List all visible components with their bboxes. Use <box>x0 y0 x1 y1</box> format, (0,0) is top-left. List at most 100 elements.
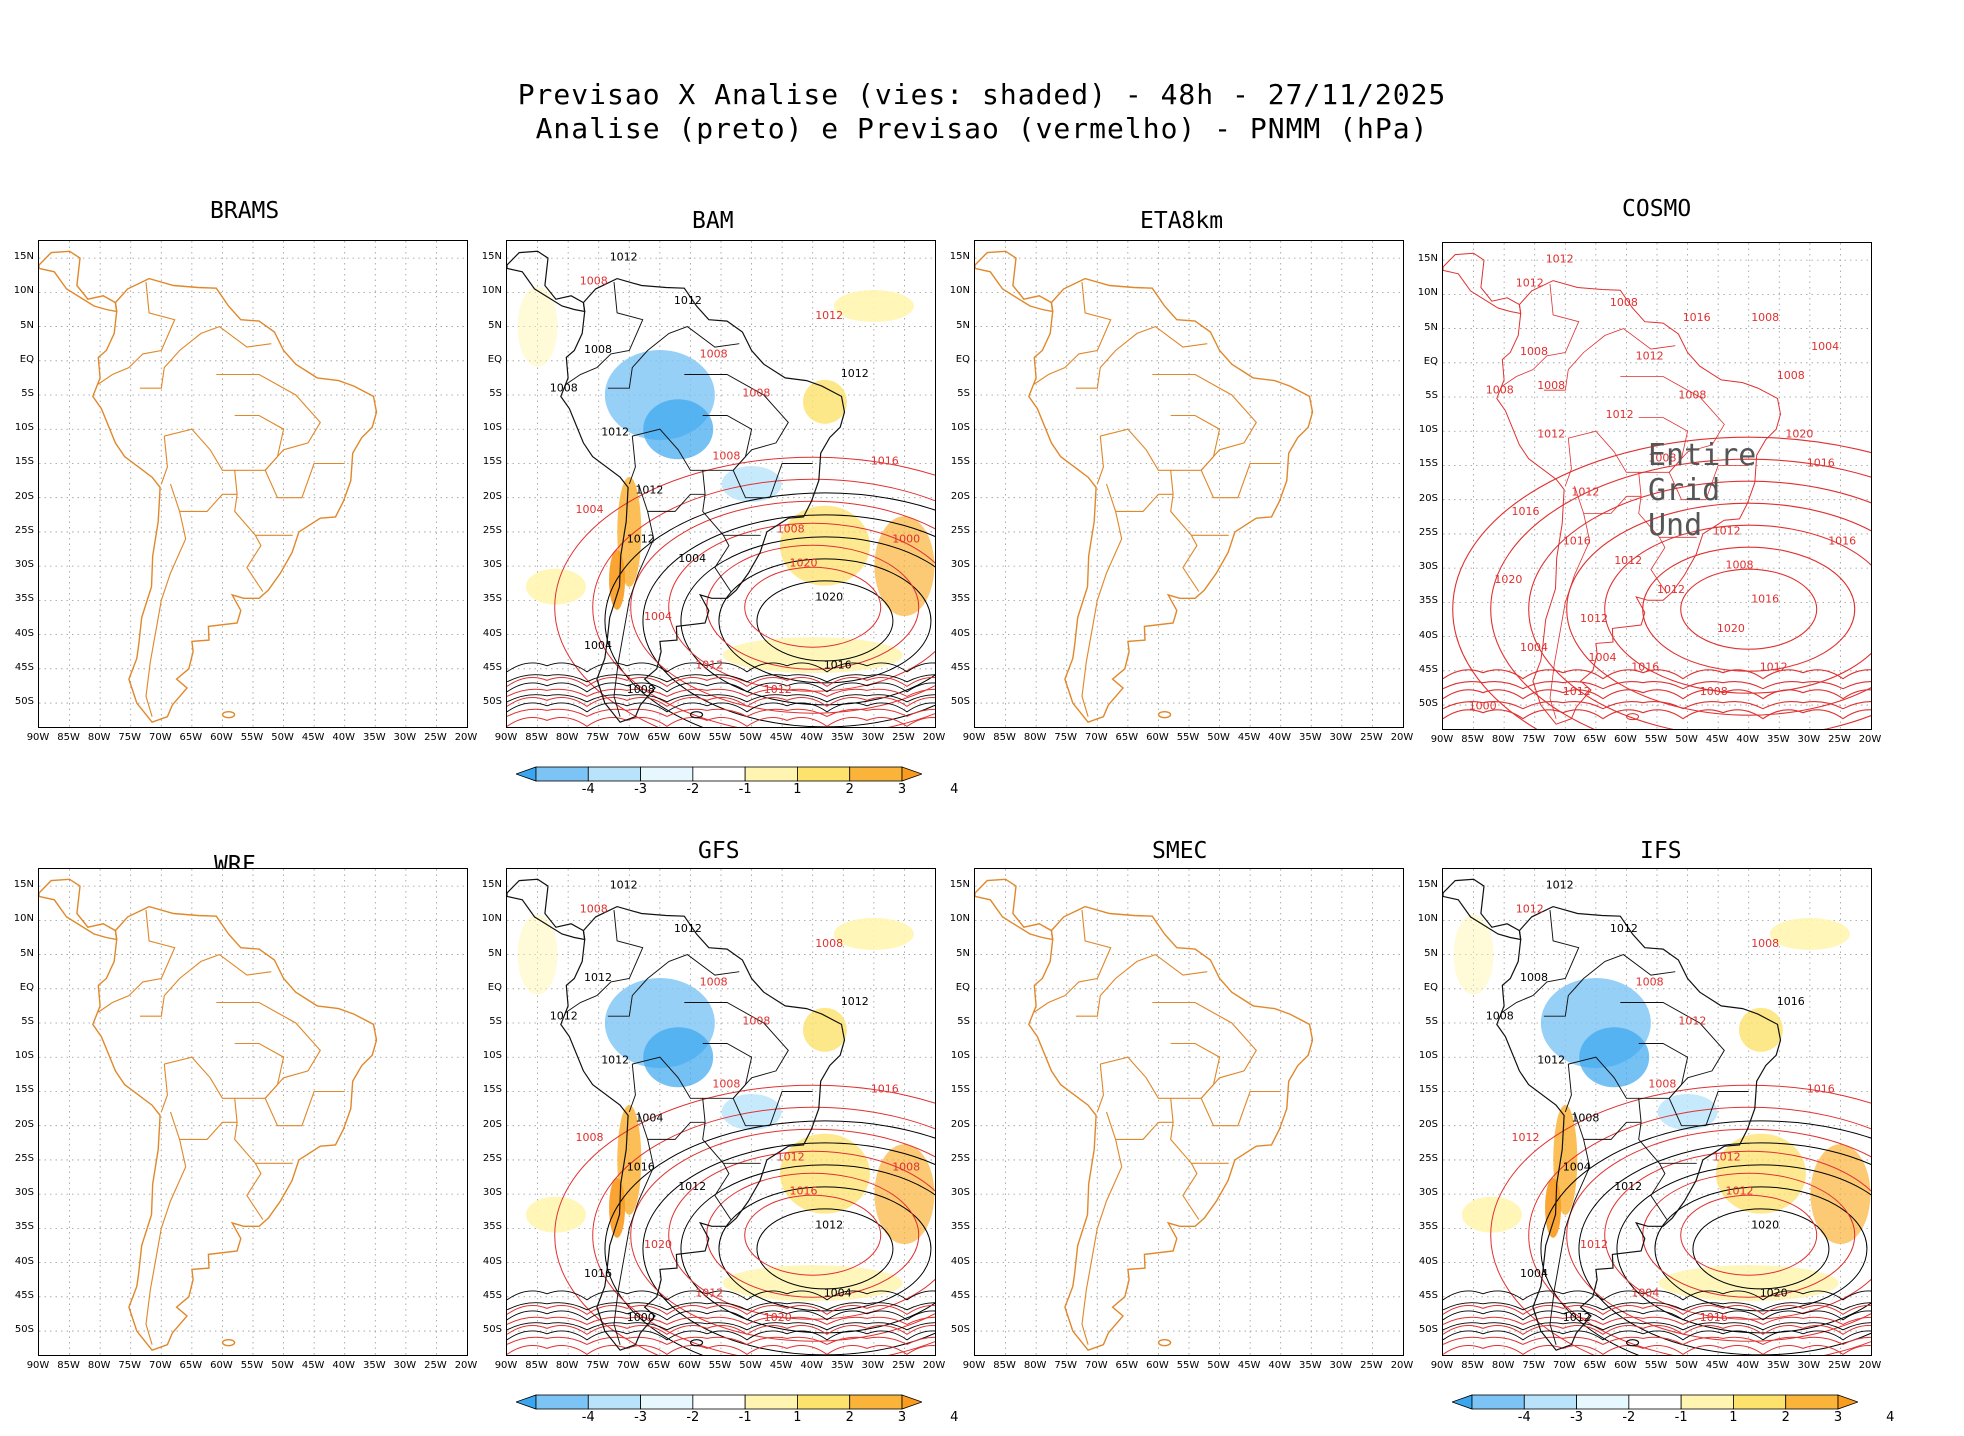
contour-label: 1012 <box>610 878 638 891</box>
lat-tick-label: 35S <box>482 1221 502 1233</box>
isobar <box>507 1316 935 1325</box>
lat-tick-label: 10S <box>14 1050 34 1062</box>
lon-tick-label: 50W <box>1207 1360 1230 1371</box>
isobar <box>507 1290 935 1301</box>
bias-shading <box>874 516 935 617</box>
lat-tick-label: 35S <box>14 593 34 605</box>
isobar <box>1443 1302 1871 1311</box>
contour-label: 1016 <box>1631 661 1659 674</box>
isobar <box>507 676 935 688</box>
colorbar-tick-label: 1 <box>1729 1410 1738 1425</box>
lon-tick-label: 85W <box>57 1360 80 1371</box>
lat-tick-label: 50S <box>482 1324 502 1336</box>
contour-label: 1008 <box>1636 976 1664 989</box>
lon-tick-label: 75W <box>586 1360 610 1371</box>
lon-tick-label: 45W <box>769 732 793 743</box>
bias-shading <box>525 1196 586 1233</box>
coastline <box>1443 878 1782 1351</box>
contour-label: 1004 <box>1589 651 1617 664</box>
lon-tick-label: 75W <box>1522 734 1546 745</box>
lat-tick-label: 35S <box>482 593 502 605</box>
isobar <box>1443 669 1871 680</box>
lon-tick-label: 70W <box>1084 1360 1108 1371</box>
bias-shading <box>802 379 847 424</box>
lon-tick-label: 45W <box>1237 1360 1261 1371</box>
contour-label: 1012 <box>1546 252 1574 265</box>
lat-tick-label: 40S <box>482 1255 502 1267</box>
isobar <box>642 1142 935 1355</box>
bias-shading <box>525 568 586 605</box>
contour-label: 1012 <box>584 971 612 984</box>
bias-shading <box>722 637 903 674</box>
lon-tick-label: 75W <box>118 1360 142 1371</box>
bias-shading <box>517 286 558 367</box>
lon-tick-label: 65W <box>179 732 203 743</box>
contour-label: 1008 <box>712 450 740 463</box>
lon-tick-label: 40W <box>1736 1360 1760 1371</box>
lat-tick-label: 30S <box>482 1187 502 1199</box>
lat-tick-label: 5N <box>956 947 970 959</box>
contour-label: 1020 <box>1717 622 1745 635</box>
lat-tick-label: 5S <box>1425 1016 1438 1027</box>
lat-tick-label: 25S <box>1418 1152 1438 1164</box>
lat-tick-label: 10S <box>482 1050 502 1062</box>
lat-tick-label: 40S <box>14 1255 34 1267</box>
map-frame: 1012 1012 1012 1008 1008 1008 1008 1012 1016 1016… <box>1442 868 1872 1356</box>
contour-label: 1012 <box>1537 1053 1565 1066</box>
lat-tick-label: 20S <box>950 1118 970 1130</box>
isobar <box>507 694 935 703</box>
lat-tick-label: 45S <box>482 1289 502 1301</box>
lon-tick-label: 85W <box>1461 734 1484 745</box>
lon-tick-label: 50W <box>271 732 294 743</box>
lat-tick-label: 50S <box>950 1324 970 1336</box>
contour-label: 1012 <box>764 683 792 696</box>
colorbar-tick-label: 3 <box>897 782 907 797</box>
contour-label: 1020 <box>644 1238 672 1251</box>
contour-label: 1012 <box>678 1180 706 1193</box>
lon-tick-label: 50W <box>1675 734 1698 745</box>
isobar <box>592 1106 935 1355</box>
lon-tick-label: 90W <box>962 1360 986 1371</box>
lon-tick-label: 50W <box>1207 732 1230 743</box>
contour-label: 1012 <box>601 1053 629 1066</box>
lon-tick-label: 55W <box>708 1360 732 1371</box>
lon-tick-label: 45W <box>1705 734 1729 745</box>
lat-tick-label: 5S <box>957 388 970 399</box>
lon-tick-label: 30W <box>861 1360 885 1371</box>
lon-tick-label: 45W <box>1705 1360 1729 1371</box>
lon-tick-label: 25W <box>1360 732 1383 743</box>
lon-tick-label: 35W <box>1298 732 1322 743</box>
lon-tick-label: 80W <box>1023 732 1047 743</box>
lon-tick-label: 70W <box>148 732 172 743</box>
lat-tick-label: 45S <box>14 1289 34 1301</box>
isobar <box>507 682 935 693</box>
colorbar-tick-label: 1 <box>793 782 802 797</box>
bias-shading <box>1769 918 1850 951</box>
contour-label: 1012 <box>1563 685 1591 698</box>
isobar <box>630 1128 935 1342</box>
colorbar-swatch <box>849 766 903 782</box>
lon-tick-label: 60W <box>210 1360 233 1371</box>
isobar <box>1692 1208 1830 1290</box>
lon-tick-label: 45W <box>1237 732 1261 743</box>
lon-tick-label: 85W <box>525 732 548 743</box>
colorbar-tick-label: -4 <box>581 782 595 797</box>
colorbar-tick-label: -3 <box>634 1410 648 1425</box>
panel-title: ETA8km <box>1140 208 1224 234</box>
isobar <box>1528 480 1871 729</box>
lon-tick-label: 40W <box>800 732 824 743</box>
lon-tick-label: 40W <box>1268 732 1292 743</box>
lon-tick-label: 35W <box>830 1360 854 1371</box>
contour-label: 1008 <box>1648 1078 1676 1091</box>
isobar <box>507 1302 935 1311</box>
contour-label: 1012 <box>1580 1238 1608 1251</box>
contour-label: 1016 <box>1807 457 1835 470</box>
contour-label: 1016 <box>584 1267 612 1280</box>
contour-label: 1012 <box>601 425 629 438</box>
lon-tick-label: 75W <box>586 732 610 743</box>
lon-tick-label: 55W <box>1176 1360 1200 1371</box>
lon-tick-label: 80W <box>87 1360 111 1371</box>
lon-tick-label: 20W <box>1390 1360 1414 1371</box>
contour-label: 1008 <box>815 937 843 950</box>
lon-tick-label: 30W <box>393 732 417 743</box>
